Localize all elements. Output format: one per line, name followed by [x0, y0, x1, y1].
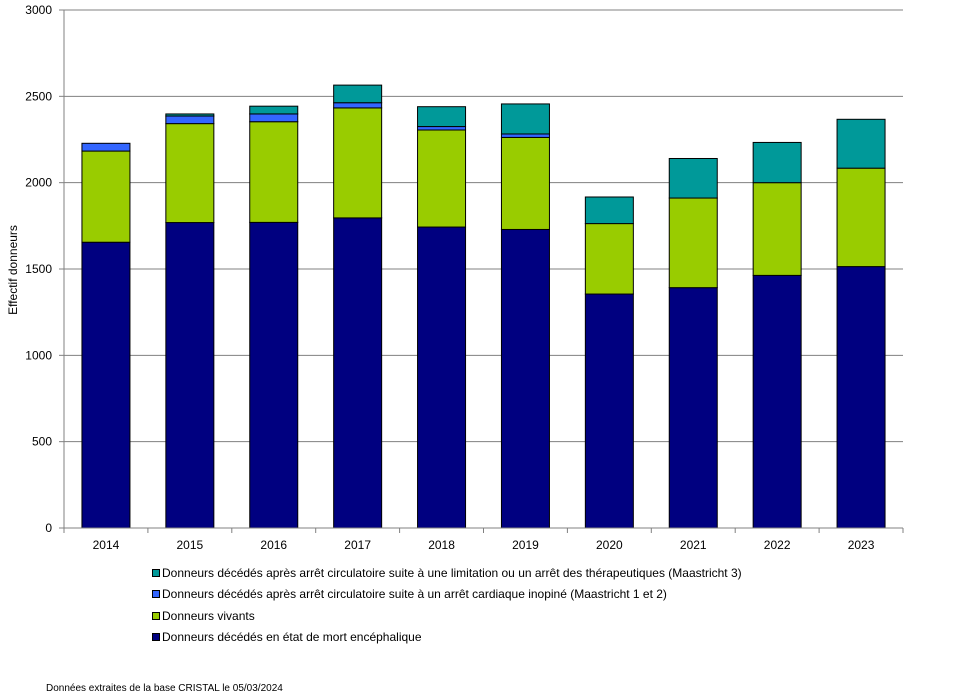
bar-segment [165, 113, 215, 117]
bar-segment [752, 274, 802, 529]
legend-item: Donneurs décédés en état de mort encépha… [152, 627, 742, 649]
y-axis-label: Effectif donneurs [6, 225, 20, 315]
x-tick-label: 2014 [93, 538, 120, 552]
bar-segment [500, 228, 550, 529]
bar-segment [836, 167, 886, 268]
bar-segment [668, 157, 718, 199]
y-tick-label: 500 [32, 435, 52, 449]
x-tick-label: 2020 [596, 538, 623, 552]
legend: Donneurs décédés après arrêt circulatoir… [152, 562, 742, 648]
bars [81, 84, 886, 529]
bar-segment [165, 115, 215, 125]
legend-item: Donneurs décédés après arrêt circulatoir… [152, 562, 742, 584]
x-tick-label: 2023 [848, 538, 875, 552]
legend-item: Donneurs décédés après arrêt circulatoir… [152, 584, 742, 606]
bar-segment [333, 84, 383, 104]
bar-segment [417, 129, 467, 228]
bar-segment [500, 136, 550, 230]
bar-segment [668, 287, 718, 529]
x-tick-labels: 2014 2015 2016 2017 2018 2019 2020 2021 2022 2023 [93, 538, 875, 552]
bar-segment [836, 118, 886, 169]
bar-segment [584, 223, 634, 295]
y-tick-labels: 0 500 1000 1500 2000 2500 3000 [25, 3, 52, 535]
y-tick-label: 1000 [25, 348, 52, 362]
bar-segment [752, 141, 802, 184]
legend-swatch [152, 590, 160, 599]
x-tick-label: 2018 [428, 538, 455, 552]
legend-label: Donneurs décédés en état de mort encépha… [162, 630, 422, 645]
bar-segment [81, 150, 131, 243]
x-tick-label: 2017 [344, 538, 371, 552]
x-tick-label: 2019 [512, 538, 539, 552]
legend-swatch [152, 568, 160, 577]
bar-segment [249, 221, 299, 529]
bar-segment [417, 106, 467, 128]
y-tick-label: 3000 [25, 3, 52, 17]
x-tick-label: 2021 [680, 538, 707, 552]
bar-segment [249, 113, 299, 123]
legend-label: Donneurs décédés après arrêt circulatoir… [162, 565, 742, 580]
bar-segment [333, 102, 383, 109]
y-tick-label: 2500 [25, 89, 52, 103]
bar-segment [417, 226, 467, 529]
y-tick-label: 1500 [25, 262, 52, 276]
bar-segment [249, 121, 299, 223]
legend-item: Donneurs vivants [152, 605, 742, 627]
bar-segment [333, 107, 383, 219]
bar-segment [500, 133, 550, 138]
y-tick-label: 2000 [25, 176, 52, 190]
bar-segment [500, 103, 550, 135]
bar-segment [584, 293, 634, 529]
x-tick-label: 2015 [176, 538, 203, 552]
x-tick-label: 2016 [260, 538, 287, 552]
bar-segment [249, 105, 299, 115]
legend-swatch [152, 611, 160, 620]
x-tick-label: 2022 [764, 538, 791, 552]
y-tick-label: 0 [45, 521, 52, 535]
bar-segment [81, 142, 131, 152]
legend-label: Donneurs décédés après arrêt circulatoir… [162, 587, 667, 602]
bar-segment [165, 123, 215, 224]
legend-label: Donneurs vivants [162, 608, 255, 623]
bar-segment [584, 196, 634, 225]
bar-segment [836, 266, 886, 529]
bar-segment [333, 217, 383, 529]
bar-segment [165, 222, 215, 529]
source-note: Données extraites de la base CRISTAL le … [46, 683, 283, 694]
bar-segment [668, 197, 718, 289]
bar-segment [752, 182, 802, 276]
axes [59, 9, 904, 533]
bar-segment [81, 241, 131, 529]
bar-segment [417, 126, 467, 131]
legend-swatch [152, 633, 160, 642]
